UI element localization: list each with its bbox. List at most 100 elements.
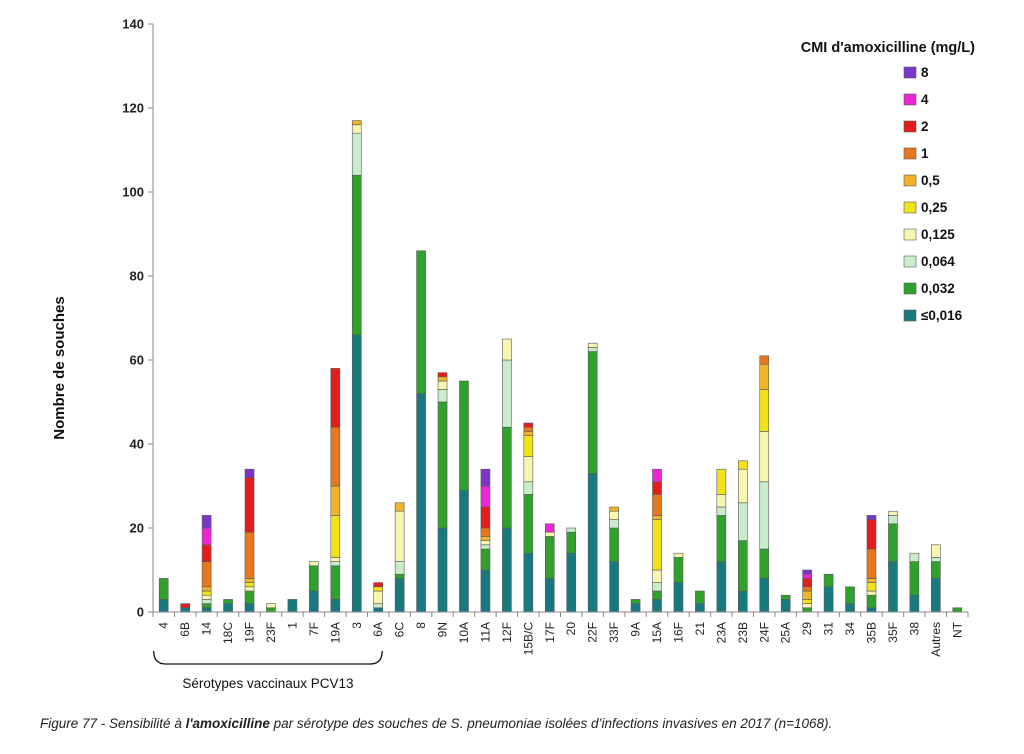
caption-prefix: Figure 77 - Sensibilité à — [40, 716, 186, 731]
bar-segment — [759, 578, 770, 613]
legend-item: 2 — [903, 119, 929, 134]
bar-segment — [716, 561, 727, 613]
bar-segment — [609, 510, 619, 520]
bar-segment — [523, 435, 534, 457]
x-tick-label: 1 — [285, 622, 299, 629]
bar-segment — [330, 565, 341, 600]
bar-stack — [673, 552, 684, 613]
bar-segment — [759, 355, 770, 365]
vaccine-serotype-group: Sérotypes vaccinaux PCV13 — [153, 650, 383, 691]
bar-segment — [888, 515, 898, 525]
group-label: Sérotypes vaccinaux PCV13 — [182, 676, 353, 691]
bar-stack — [373, 582, 384, 613]
bar-segment — [437, 380, 448, 390]
bar-stack — [394, 502, 405, 613]
bar-segment — [201, 607, 212, 613]
x-tick-label: 21 — [693, 622, 707, 636]
bar-segment — [330, 515, 341, 558]
bar-segment — [330, 599, 341, 613]
bar-segment — [566, 552, 577, 613]
bar-segment — [695, 603, 705, 613]
bar-segment — [287, 599, 298, 613]
bar-segment — [244, 468, 255, 478]
bar-stack — [459, 380, 469, 613]
bar-segment — [866, 548, 877, 579]
legend-label: 0,125 — [921, 227, 955, 242]
bar-segment — [244, 578, 255, 583]
bar-segment — [609, 506, 619, 512]
bars — [158, 120, 963, 613]
bar-segment — [673, 582, 684, 613]
bar-segment — [480, 468, 491, 487]
bar-segment — [459, 380, 469, 491]
bar-segment — [502, 359, 512, 428]
x-tick-label: 15B/C — [521, 622, 535, 656]
bar-stack — [609, 506, 619, 613]
bar-segment — [909, 552, 920, 562]
bar-stack — [309, 561, 319, 613]
bar-stack — [823, 573, 834, 613]
bar-segment — [866, 582, 877, 592]
bar-stack — [158, 578, 169, 613]
legend-item: 0,125 — [903, 227, 955, 242]
bar-segment — [737, 590, 748, 613]
legend-item: 1 — [903, 146, 929, 161]
x-tick-label: 31 — [822, 622, 836, 636]
bar-stack — [716, 468, 727, 613]
bar-stack — [480, 468, 491, 613]
x-tick-label: 10A — [457, 622, 471, 643]
bar-segment — [630, 603, 641, 613]
bar-segment — [330, 485, 341, 516]
bar-segment — [330, 557, 341, 562]
bar-segment — [266, 603, 276, 609]
bar-segment — [609, 527, 619, 562]
bar-segment — [931, 578, 941, 613]
x-tick-label: 7F — [307, 622, 321, 636]
bar-stack — [845, 586, 855, 613]
bar-segment — [909, 594, 920, 613]
x-tick-label: 38 — [907, 622, 921, 636]
bar-segment — [180, 607, 190, 613]
bar-segment — [244, 582, 255, 588]
bar-segment — [480, 548, 491, 571]
x-tick-label: 17F — [543, 622, 557, 643]
bar-segment — [909, 561, 920, 596]
bar-stack — [523, 422, 534, 613]
bar-segment — [480, 569, 491, 613]
bar-segment — [201, 599, 212, 604]
bar-segment — [244, 603, 255, 613]
legend: CMI d'amoxicilline (mg/L) 8 4 2 1 0,5 0,25 0,1… — [801, 40, 975, 323]
y-tick-label: 0 — [137, 605, 144, 620]
bar-stack — [652, 468, 662, 613]
bar-segment — [244, 531, 255, 579]
bar-segment — [201, 594, 212, 600]
bar-segment — [201, 561, 212, 588]
bar-segment — [780, 599, 791, 613]
bar-stack — [437, 372, 448, 613]
bar-segment — [716, 515, 727, 562]
bar-segment — [866, 515, 877, 520]
bar-segment — [866, 519, 877, 550]
bar-stack — [266, 603, 276, 613]
x-tick-label: 6A — [371, 622, 385, 637]
bar-segment — [373, 582, 384, 588]
bar-segment — [566, 531, 577, 554]
bar-stack — [587, 342, 598, 613]
x-axis: 4 6B 14 18C 19F 23F 1 7F 19A 3 6A 6C 8 9N 10A 11A 12F 15B… — [152, 611, 969, 657]
bar-segment — [931, 557, 941, 562]
x-tick-label: 24F — [757, 622, 771, 643]
bar-segment — [309, 565, 319, 592]
bar-segment — [652, 590, 662, 600]
legend-swatch — [903, 282, 917, 295]
bar-segment — [609, 519, 619, 529]
bar-segment — [866, 578, 877, 583]
bar-segment — [802, 603, 812, 609]
y-tick-label: 120 — [122, 101, 144, 116]
bar-segment — [480, 536, 491, 541]
bar-segment — [394, 510, 405, 562]
bar-segment — [737, 502, 748, 541]
bar-stack — [737, 460, 748, 613]
y-tick-label: 40 — [130, 437, 144, 452]
bar-segment — [437, 376, 448, 382]
bar-segment — [652, 494, 662, 516]
